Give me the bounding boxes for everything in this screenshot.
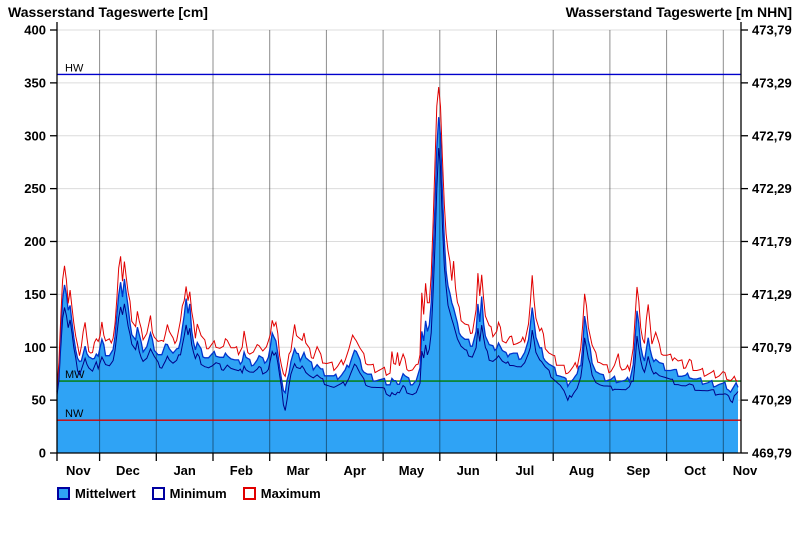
- left-tick-label: 100: [24, 340, 46, 355]
- month-label: Aug: [569, 463, 594, 478]
- legend-label: Maximum: [260, 486, 321, 501]
- mw-label: MW: [65, 369, 85, 381]
- nw-label: NW: [65, 408, 84, 420]
- maximum-line: [56, 87, 739, 388]
- right-tick-label: 470,79: [752, 340, 792, 355]
- left-tick-label: 300: [24, 128, 46, 143]
- mittelwert-area: [57, 117, 738, 453]
- right-tick-label: 472,79: [752, 128, 792, 143]
- month-label: Apr: [344, 463, 366, 478]
- left-axis-title: Wasserstand Tageswerte [cm]: [8, 4, 208, 20]
- month-label: Nov: [66, 463, 91, 478]
- right-tick-label: 472,29: [752, 181, 792, 196]
- legend-item: Mittelwert: [57, 486, 136, 501]
- right-tick-label: 471,79: [752, 234, 792, 249]
- mittelwert-line: [56, 117, 739, 395]
- hw-label: HW: [65, 62, 84, 74]
- chart-legend: Mittelwert Minimum Maximum: [57, 486, 321, 501]
- month-label: Sep: [626, 463, 650, 478]
- left-tick-label: 0: [39, 446, 46, 461]
- left-tick-label: 400: [24, 23, 46, 38]
- left-tick-label: 150: [24, 287, 46, 302]
- right-axis-title: Wasserstand Tageswerte [m NHN]: [565, 4, 792, 20]
- month-label: Mar: [286, 463, 309, 478]
- right-tick-label: 471,29: [752, 287, 792, 302]
- legend-swatch-maximum: [242, 487, 256, 500]
- month-label: Dec: [116, 463, 140, 478]
- legend-label: Minimum: [169, 486, 227, 501]
- legend-label: Mittelwert: [75, 486, 136, 501]
- month-label: Jul: [515, 463, 534, 478]
- month-label: Jun: [457, 463, 480, 478]
- right-tick-label: 470,29: [752, 393, 792, 408]
- left-tick-label: 350: [24, 75, 46, 90]
- month-label: Nov: [733, 463, 758, 478]
- month-label: Jan: [173, 463, 195, 478]
- right-tick-label: 473,79: [752, 23, 792, 38]
- legend-item: Maximum: [242, 486, 321, 501]
- legend-item: Minimum: [151, 486, 227, 501]
- month-label: May: [399, 463, 425, 478]
- month-label: Oct: [684, 463, 706, 478]
- right-tick-label: 473,29: [752, 75, 792, 90]
- right-tick-label: 469,79: [752, 446, 792, 461]
- left-tick-label: 200: [24, 234, 46, 249]
- month-label: Feb: [230, 463, 253, 478]
- left-tick-label: 50: [32, 393, 46, 408]
- left-tick-label: 250: [24, 181, 46, 196]
- legend-swatch-mittelwert: [57, 487, 70, 500]
- minimum-line: [56, 147, 739, 411]
- legend-swatch-minimum: [151, 487, 165, 500]
